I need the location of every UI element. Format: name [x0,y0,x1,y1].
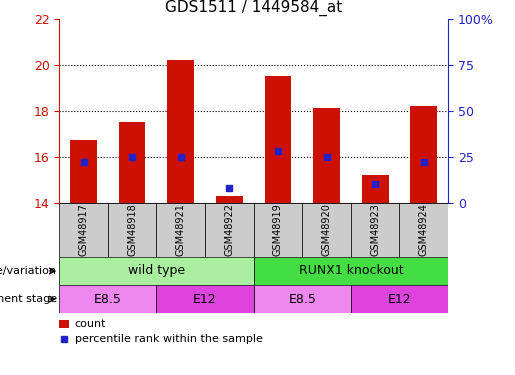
Bar [59,285,157,313]
Bar [157,285,253,313]
Text: GSM48921: GSM48921 [176,203,186,256]
Bar [167,60,194,202]
Text: E12: E12 [193,292,217,306]
Text: GSM48920: GSM48920 [321,203,332,256]
Text: GSM48918: GSM48918 [127,203,137,256]
Text: RUNX1 knockout: RUNX1 knockout [299,264,403,278]
Bar [253,285,351,313]
Text: E8.5: E8.5 [288,292,316,306]
Bar [205,202,253,257]
Bar [302,202,351,257]
Bar [265,76,291,202]
Bar [70,141,97,202]
Bar [351,202,400,257]
Bar [400,202,448,257]
Text: wild type: wild type [128,264,185,278]
Text: percentile rank within the sample: percentile rank within the sample [75,334,263,344]
Text: E8.5: E8.5 [94,292,122,306]
Text: GSM48923: GSM48923 [370,203,380,256]
Bar [410,106,437,202]
Bar [108,202,157,257]
Bar [59,320,69,328]
Bar [59,202,108,257]
Text: E12: E12 [388,292,411,306]
Text: genotype/variation: genotype/variation [0,266,57,276]
Bar [216,196,243,202]
Bar [157,202,205,257]
Bar [253,202,302,257]
Bar [313,108,340,202]
Bar [119,122,146,202]
Bar [253,257,448,285]
Text: count: count [75,319,106,329]
Title: GDS1511 / 1449584_at: GDS1511 / 1449584_at [165,0,342,16]
Text: GSM48922: GSM48922 [225,203,234,256]
Bar [351,285,448,313]
Text: GSM48924: GSM48924 [419,203,429,256]
Text: development stage: development stage [0,294,57,304]
Bar [59,257,253,285]
Text: GSM48917: GSM48917 [78,203,89,256]
Bar [362,175,388,202]
Text: GSM48919: GSM48919 [273,203,283,256]
